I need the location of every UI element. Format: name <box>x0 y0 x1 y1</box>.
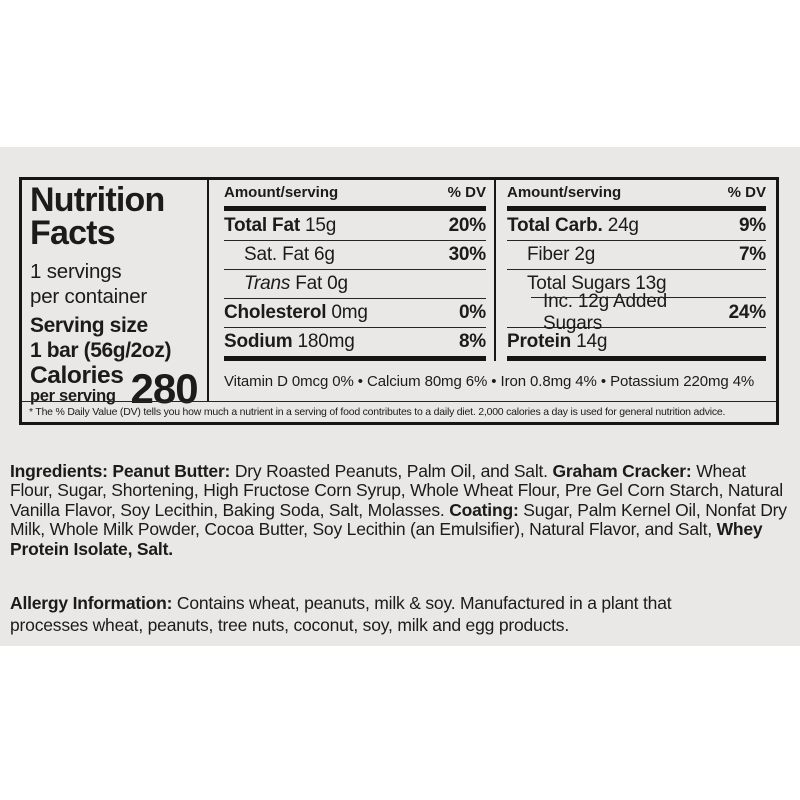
package-background <box>0 147 800 646</box>
calories-block: Calories per serving 280 <box>30 361 207 413</box>
daily-value-footnote: * The % Daily Value (DV) tells you how m… <box>22 401 776 422</box>
nutrition-facts-panel: Nutrition Facts 1 servings per container… <box>19 177 779 425</box>
calories-labels: Calories per serving <box>30 361 124 405</box>
nutrient-row-cholesterol: Cholesterol 0mg 0% <box>224 298 486 327</box>
nutrient-row-sat-fat: Sat. Fat 6g 30% <box>224 240 486 269</box>
nutrient-row-protein: Protein 14g <box>507 327 766 356</box>
thick-rule <box>224 356 486 361</box>
panel-title: Nutrition Facts <box>30 181 165 252</box>
nutrient-row-added-sugars: Inc. 12g Added Sugars 24% <box>507 291 766 334</box>
nutrition-facts-main: Nutrition Facts 1 servings per container… <box>22 180 776 409</box>
nutrient-row-fiber: Fiber 2g 7% <box>507 240 766 269</box>
micronutrients-line: Vitamin D 0mcg 0% • Calcium 80mg 6% • Ir… <box>224 372 755 390</box>
nutrient-row-sodium: Sodium 180mg 8% <box>224 327 486 356</box>
nutrition-facts-tables: Amount/serving % DV Total Fat 15g 20% Sa… <box>207 180 776 401</box>
nutrient-row-total-carb: Total Carb. 24g 9% <box>507 214 766 236</box>
nutrient-column-carb-protein: Amount/serving % DV Total Carb. 24g 9% F… <box>494 180 776 361</box>
nutrient-row-trans-fat: Trans Fat 0g <box>224 269 486 298</box>
ingredients-text: Ingredients: Peanut Butter: Dry Roasted … <box>10 460 787 559</box>
thick-rule <box>507 356 766 361</box>
column-header: Amount/serving % DV <box>507 184 766 201</box>
thick-rule <box>224 206 486 211</box>
column-header: Amount/serving % DV <box>224 184 486 201</box>
allergy-information-text: Allergy Information: Contains wheat, pea… <box>10 592 672 636</box>
nutrient-column-fat-sodium: Amount/serving % DV Total Fat 15g 20% Sa… <box>209 180 494 361</box>
serving-size: Serving size 1 bar (56g/2oz) <box>30 314 172 363</box>
calories-value: 280 <box>130 365 198 413</box>
servings-per-container: 1 servings per container <box>30 259 148 308</box>
nutrient-row-total-fat: Total Fat 15g 20% <box>224 214 486 236</box>
nutrient-row-total-sugars: Total Sugars 13g <box>507 269 766 298</box>
nutrient-columns: Amount/serving % DV Total Fat 15g 20% Sa… <box>209 180 776 361</box>
thick-rule <box>507 206 766 211</box>
nutrition-facts-left-column: Nutrition Facts 1 servings per container… <box>22 180 207 409</box>
